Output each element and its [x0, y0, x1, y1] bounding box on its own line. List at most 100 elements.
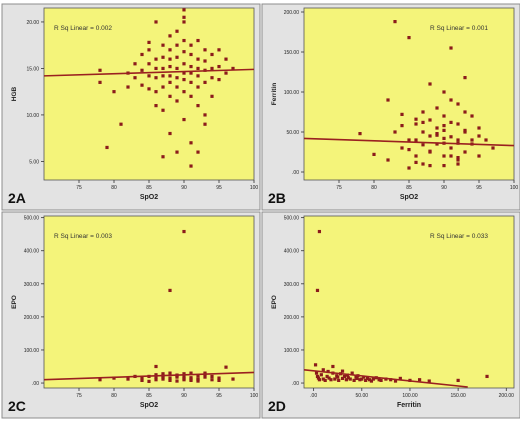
data-point	[168, 371, 172, 375]
data-point	[346, 376, 350, 380]
data-point	[337, 378, 341, 382]
data-point	[485, 374, 489, 379]
data-point	[421, 120, 425, 124]
data-point	[400, 124, 404, 128]
data-point	[154, 373, 158, 377]
y-tick-label: 500.00	[24, 216, 40, 222]
data-point	[196, 377, 200, 381]
data-point	[119, 122, 123, 126]
data-point	[435, 126, 439, 130]
data-point	[449, 46, 453, 50]
data-point	[175, 29, 179, 33]
data-point	[210, 378, 214, 382]
panel-label: 2A	[8, 190, 26, 206]
plot-area	[43, 7, 255, 181]
data-point	[175, 379, 179, 383]
y-tick-label: 5.00	[29, 159, 39, 165]
data-point	[168, 94, 172, 98]
data-point	[321, 377, 325, 381]
data-point	[203, 113, 207, 117]
x-tick-label: 90	[181, 393, 187, 399]
data-point	[168, 131, 172, 136]
data-point	[372, 152, 376, 156]
data-point	[112, 90, 116, 94]
data-point	[319, 373, 323, 377]
data-point	[140, 378, 144, 382]
data-point	[428, 134, 432, 138]
data-point	[315, 374, 320, 379]
data-point	[161, 155, 165, 159]
data-point	[154, 57, 158, 61]
data-point	[161, 55, 165, 59]
data-point	[189, 141, 193, 145]
data-point	[463, 128, 467, 132]
x-tick-label: 150.00	[450, 393, 466, 399]
data-point	[126, 85, 130, 89]
data-point	[154, 66, 158, 71]
data-point	[421, 162, 425, 166]
panel-label: 2C	[8, 398, 26, 414]
data-point	[203, 375, 207, 379]
data-point	[435, 142, 439, 146]
data-point	[182, 50, 186, 54]
data-point	[154, 104, 158, 108]
panel-2b: .00 50.00 100.00 150.00 200.00 75 80 85 90 95 100 S…	[261, 3, 520, 211]
data-point	[407, 166, 411, 170]
data-point	[435, 133, 439, 137]
data-point	[414, 122, 418, 126]
scatter-points	[358, 20, 495, 170]
data-point	[126, 377, 130, 381]
r-squared-annotation: R Sq Linear = 0.033	[430, 233, 488, 240]
data-point	[371, 377, 375, 381]
data-point	[414, 117, 418, 121]
data-point	[456, 122, 460, 126]
data-point	[203, 48, 207, 52]
data-point	[325, 374, 329, 379]
data-point	[231, 66, 235, 71]
x-tick-label: 90	[441, 185, 447, 191]
data-point	[331, 364, 335, 369]
y-tick-label: 400.00	[24, 249, 40, 255]
plot-area	[43, 215, 255, 389]
data-point	[217, 77, 221, 82]
data-point	[217, 48, 221, 52]
data-point	[442, 124, 446, 128]
data-point	[182, 15, 186, 19]
x-tick-label: 85	[146, 393, 152, 399]
data-point	[314, 371, 319, 375]
data-point	[196, 150, 200, 154]
data-point	[98, 80, 102, 84]
data-point	[182, 376, 186, 381]
data-point	[168, 64, 172, 69]
data-point	[326, 369, 330, 374]
data-point	[189, 80, 193, 84]
data-point	[175, 99, 179, 103]
data-point	[147, 74, 151, 78]
data-point	[175, 76, 179, 80]
data-point	[182, 90, 186, 94]
data-point	[168, 48, 172, 52]
data-point	[182, 20, 186, 24]
data-point	[456, 102, 460, 106]
data-point	[182, 77, 186, 82]
panel-label: 2B	[268, 190, 286, 206]
data-point	[333, 377, 337, 381]
data-point	[182, 38, 186, 43]
data-point	[317, 378, 322, 382]
data-point	[417, 378, 422, 382]
data-point	[449, 154, 453, 158]
y-tick-label: 200.00	[284, 10, 300, 16]
data-point	[428, 82, 432, 86]
data-point	[168, 378, 172, 382]
x-axis-label: SpO2	[400, 194, 418, 201]
data-point	[355, 376, 359, 381]
y-tick-label: 20.00	[26, 20, 39, 26]
data-point	[161, 377, 165, 381]
y-tick-label: 50.00	[286, 130, 299, 136]
y-tick-label: 200.00	[24, 315, 40, 321]
y-tick-label: 150.00	[284, 50, 300, 56]
data-point	[477, 154, 481, 158]
x-tick-label: 80	[111, 393, 117, 399]
data-point	[386, 98, 390, 102]
